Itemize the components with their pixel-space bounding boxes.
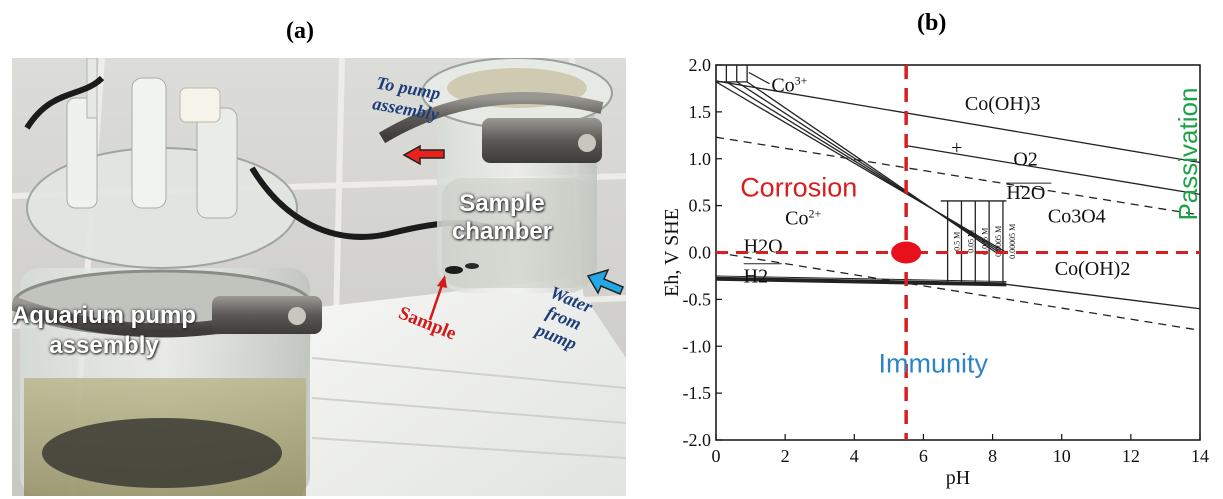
sample-chamber-label: Sample chamber <box>452 190 553 245</box>
boundary-co2plus-lower-2 <box>715 275 1007 283</box>
photo-panel: To pump assembly Sample chamber Water fr… <box>12 58 626 496</box>
y-tick-label: 0.5 <box>689 196 712 216</box>
y-tick-label: -2.0 <box>683 430 712 450</box>
boundary-co2plus-lower <box>715 276 1007 287</box>
boundary-co3o4-co-oh3 <box>906 144 1201 196</box>
pourbaix-diagram: 0.5 M 0.05 M 0.005 M 0.0005 M 0.00005 M Co3+… <box>661 55 1210 489</box>
region-o2: O2 <box>1013 148 1037 170</box>
passivation-label: Passivation <box>1173 88 1203 221</box>
overlay-annotations: Corrosion Immunity Passivation <box>716 65 1203 440</box>
y-tick-label: -0.5 <box>683 289 712 309</box>
x-tick-label: 2 <box>781 446 790 466</box>
concentration-label: 0.00005 M <box>1008 224 1017 259</box>
y-tick-label: 1.0 <box>689 149 712 169</box>
region-co3o4: Co3O4 <box>1048 206 1106 228</box>
co3plus-arrow <box>748 71 770 85</box>
x-axis-label: pH <box>946 467 970 489</box>
x-tick-label: 12 <box>1122 446 1140 466</box>
boundary-o2-h2o <box>715 136 1201 216</box>
region-co-oh3: Co(OH)3 <box>965 93 1041 115</box>
region-co-oh2: Co(OH)2 <box>1055 258 1131 280</box>
panel-a-label: (a) <box>286 18 314 44</box>
boundary-co3o4-co-oh2 <box>1006 283 1201 310</box>
concentration-label: 0.0005 M <box>994 226 1003 257</box>
y-axis-label: Eh, V SHE <box>661 208 683 297</box>
x-tick-label: 6 <box>919 446 928 466</box>
boundary-fan-line <box>736 81 1000 254</box>
boundary-co-oh3-upper <box>715 80 1201 164</box>
y-tick-label: -1.0 <box>683 336 712 356</box>
photo-illustration <box>12 58 626 496</box>
operating-point-marker <box>891 241 922 264</box>
y-tick-label: 0.0 <box>689 243 712 263</box>
y-tick-label: 1.5 <box>689 102 712 122</box>
boundary-fan-line <box>746 81 997 254</box>
region-h2o-top: H2O <box>1006 182 1045 204</box>
x-tick-label: 14 <box>1191 446 1209 466</box>
concentration-label: 0.05 M <box>966 230 975 253</box>
x-tick-label: 10 <box>1053 446 1071 466</box>
concentration-label: 0.005 M <box>980 228 989 255</box>
region-h2o-low: H2O <box>744 236 783 258</box>
x-tick-label: 0 <box>712 446 721 466</box>
y-tick-label: 2.0 <box>689 55 712 75</box>
region-h2: H2 <box>744 266 768 288</box>
concentration-label: 0.5 M <box>953 232 962 251</box>
panel-b-label: (b) <box>917 10 947 36</box>
x-tick-label: 4 <box>850 446 859 466</box>
boundary-lines: 0.5 M 0.05 M 0.005 M 0.0005 M 0.00005 M <box>715 65 1201 331</box>
immunity-label: Immunity <box>878 349 988 379</box>
region-plus-sign: + <box>951 137 962 159</box>
y-tick-label: -1.5 <box>683 383 712 403</box>
boundary-h2o-h2 <box>715 251 1201 331</box>
aquarium-pump-assembly-label: Aquarium pump assembly <box>12 302 196 359</box>
tick-labels: 0 2 4 6 8 10 12 14 2.0 1.5 1.0 0.5 0.0 -0.5 -1.0 -1.5 -2… <box>683 55 1210 466</box>
corrosion-label: Corrosion <box>740 172 857 202</box>
x-tick-label: 8 <box>988 446 997 466</box>
